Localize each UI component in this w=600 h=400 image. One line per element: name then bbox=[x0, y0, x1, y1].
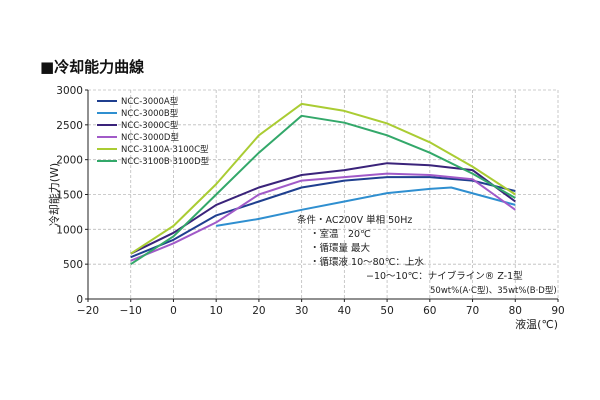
x-tick-label: 20 bbox=[252, 305, 265, 317]
annotation-line: ・循環量 最大 bbox=[310, 242, 371, 254]
x-tick-label: 0 bbox=[170, 305, 177, 317]
x-tick-label: 70 bbox=[466, 305, 479, 317]
series-lines bbox=[130, 102, 516, 266]
series-line-6 bbox=[130, 114, 516, 266]
annotation-line: −10〜10℃：ナイブライン® Z-1型 bbox=[366, 270, 523, 282]
conditions-note: 条件・AC200V 単相 50Hz ・室温 20℃ ・循環量 最大・循環液 10〜8… bbox=[297, 214, 557, 296]
y-tick-label: 1000 bbox=[56, 224, 83, 236]
x-tick-label: −10 bbox=[120, 305, 142, 317]
x-tick-label: −20 bbox=[77, 305, 99, 317]
x-tick-label: 50 bbox=[380, 305, 393, 317]
series-line-1 bbox=[130, 176, 516, 259]
y-tick-label: 1500 bbox=[56, 190, 83, 202]
x-tick-label: 30 bbox=[295, 305, 308, 317]
legend-label: NCC-3100B·3100D型 bbox=[121, 157, 210, 167]
series-line-3 bbox=[130, 162, 516, 255]
y-tick-label: 500 bbox=[63, 259, 83, 271]
legend-label: NCC-3000C型 bbox=[121, 121, 179, 131]
x-tick-label: 60 bbox=[423, 305, 436, 317]
series-line-5 bbox=[130, 102, 516, 255]
y-axis-label: 冷却能力(W) bbox=[47, 163, 61, 226]
legend-label: NCC-3000D型 bbox=[121, 133, 179, 143]
series-line-4 bbox=[130, 172, 516, 262]
y-tick-label: 3000 bbox=[56, 85, 83, 97]
annotation-line: ・室温 20℃ bbox=[310, 228, 371, 240]
legend-label: NCC-3000A型 bbox=[121, 97, 179, 107]
axes: 0 500 1000 1500 2000 2500 3000 −20 −10 0 10 20 30 40 5… bbox=[47, 85, 565, 331]
annotation-line: 条件・AC200V 単相 50Hz bbox=[297, 214, 412, 226]
legend-label: NCC-3000B型 bbox=[121, 109, 179, 119]
y-tick-label: 2000 bbox=[56, 155, 83, 167]
y-tick-label: 2500 bbox=[56, 120, 83, 132]
x-tick-label: 80 bbox=[509, 305, 522, 317]
legend: NCC-3000A型 NCC-3000B型 NCC-3000C型 NCC-3000D型… bbox=[97, 97, 210, 167]
legend-label: NCC-3100A·3100C型 bbox=[121, 145, 209, 155]
y-tick-label: 0 bbox=[76, 294, 83, 306]
chart-title: ■冷却能力曲線 bbox=[40, 58, 145, 76]
x-tick-label: 40 bbox=[338, 305, 351, 317]
x-tick-label: 90 bbox=[551, 305, 564, 317]
annotation-line: ・循環液 10〜80℃：上水 bbox=[310, 256, 424, 268]
series-line-2 bbox=[216, 186, 516, 227]
annotation-line: 50wt%(A·C型)、35wt%(B·D型) bbox=[430, 286, 557, 296]
x-tick-label: 10 bbox=[209, 305, 222, 317]
x-axis-label: 液温(℃) bbox=[515, 317, 558, 331]
